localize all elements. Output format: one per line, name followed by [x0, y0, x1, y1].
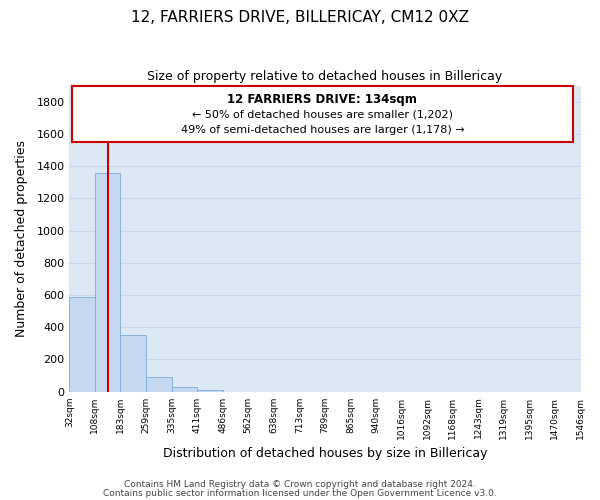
- Bar: [95, 174, 121, 392]
- Text: 12, FARRIERS DRIVE, BILLERICAY, CM12 0XZ: 12, FARRIERS DRIVE, BILLERICAY, CM12 0XZ: [131, 10, 469, 25]
- Text: 49% of semi-detached houses are larger (1,178) →: 49% of semi-detached houses are larger (…: [181, 126, 464, 136]
- Bar: [146, 377, 172, 392]
- Text: Contains public sector information licensed under the Open Government Licence v3: Contains public sector information licen…: [103, 489, 497, 498]
- Text: 12 FARRIERS DRIVE: 134sqm: 12 FARRIERS DRIVE: 134sqm: [227, 93, 417, 106]
- Text: ← 50% of detached houses are smaller (1,202): ← 50% of detached houses are smaller (1,…: [192, 109, 453, 119]
- FancyBboxPatch shape: [72, 86, 573, 142]
- Bar: [70, 298, 95, 392]
- X-axis label: Distribution of detached houses by size in Billericay: Distribution of detached houses by size …: [163, 447, 487, 460]
- Bar: [197, 390, 223, 392]
- Y-axis label: Number of detached properties: Number of detached properties: [15, 140, 28, 337]
- Title: Size of property relative to detached houses in Billericay: Size of property relative to detached ho…: [147, 70, 503, 83]
- Bar: [121, 336, 146, 392]
- Bar: [172, 387, 197, 392]
- Text: Contains HM Land Registry data © Crown copyright and database right 2024.: Contains HM Land Registry data © Crown c…: [124, 480, 476, 489]
